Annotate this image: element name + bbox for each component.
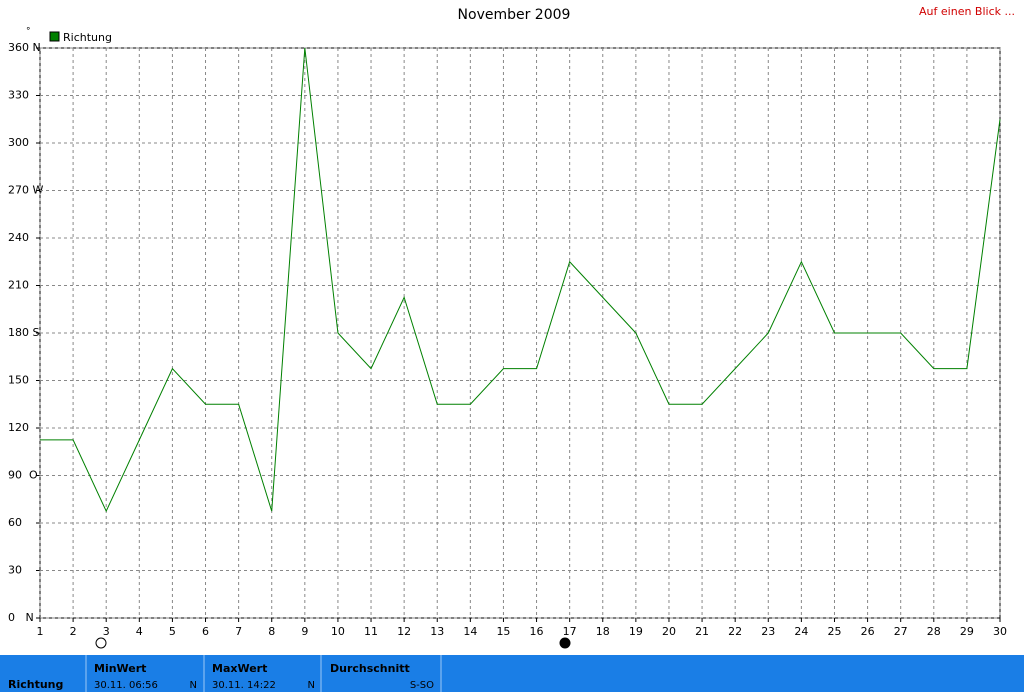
x-tick-label: 10 <box>331 625 345 638</box>
x-tick-label: 11 <box>364 625 378 638</box>
x-tick-label: 24 <box>794 625 808 638</box>
summary-value: N <box>308 680 315 691</box>
summary-value: S-SO <box>410 680 434 691</box>
x-tick-label: 23 <box>761 625 775 638</box>
x-tick-label: 4 <box>136 625 143 638</box>
x-tick-label: 2 <box>70 625 77 638</box>
summary-time: 30.11. 14:22 <box>212 680 276 691</box>
x-tick-label: 12 <box>397 625 411 638</box>
x-tick-label: 8 <box>268 625 275 638</box>
x-tick-label: 26 <box>861 625 875 638</box>
legend-swatch <box>49 31 60 42</box>
summary-time: 30.11. 06:56 <box>94 680 158 691</box>
x-tick-label: 21 <box>695 625 709 638</box>
y-tick-label: 120 <box>8 421 29 434</box>
x-tick-label: 5 <box>169 625 176 638</box>
x-tick-label: 16 <box>530 625 544 638</box>
x-tick-label: 27 <box>894 625 908 638</box>
chart-title: November 2009 <box>458 7 571 23</box>
moon-icon <box>95 637 107 649</box>
y-tick-label: 300 <box>8 136 29 149</box>
y-tick-label: 0 N <box>8 611 34 624</box>
y-tick-label: 210 <box>8 279 29 292</box>
x-tick-label: 14 <box>463 625 477 638</box>
y-tick-label: 30 <box>8 564 22 577</box>
x-tick-label: 15 <box>496 625 510 638</box>
summary-bar <box>0 655 1024 692</box>
x-tick-label: 18 <box>596 625 610 638</box>
y-tick-label: 60 <box>8 516 22 529</box>
x-tick-label: 3 <box>103 625 110 638</box>
y-tick-label: 270 W <box>8 184 43 197</box>
summary-name: Richtung <box>8 678 63 691</box>
y-unit: ° <box>26 27 31 37</box>
x-tick-label: 28 <box>927 625 941 638</box>
y-tick-label: 240 <box>8 231 29 244</box>
data-line <box>40 47 1001 513</box>
x-tick-label: 17 <box>563 625 577 638</box>
x-tick-label: 22 <box>728 625 742 638</box>
x-tick-label: 7 <box>235 625 242 638</box>
x-tick-label: 9 <box>301 625 308 638</box>
x-tick-label: 6 <box>202 625 209 638</box>
x-tick-label: 13 <box>430 625 444 638</box>
legend-label: Richtung <box>63 31 112 44</box>
summary-label: MinWert <box>94 662 146 675</box>
moon-icon <box>559 637 571 649</box>
x-tick-label: 19 <box>629 625 643 638</box>
x-tick-label: 30 <box>993 625 1007 638</box>
y-tick-label: 150 <box>8 374 29 387</box>
y-tick-label: 180 S <box>8 326 39 339</box>
x-tick-label: 29 <box>960 625 974 638</box>
y-tick-label: 90 O <box>8 469 38 482</box>
overview-link[interactable]: Auf einen Blick ... <box>919 5 1015 18</box>
summary-value: N <box>190 680 197 691</box>
summary-label: MaxWert <box>212 662 267 675</box>
y-tick-label: 360 N <box>8 41 41 54</box>
x-tick-label: 1 <box>37 625 44 638</box>
x-tick-label: 20 <box>662 625 676 638</box>
summary-label: Durchschnitt <box>330 662 410 675</box>
x-tick-label: 25 <box>827 625 841 638</box>
y-tick-label: 330 <box>8 89 29 102</box>
